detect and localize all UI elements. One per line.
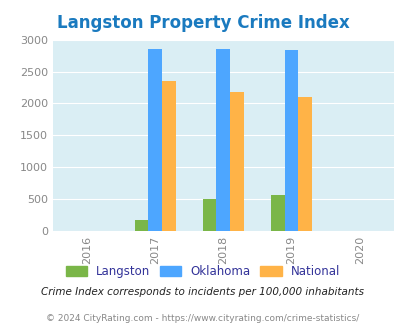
Bar xyxy=(284,50,298,231)
Bar xyxy=(202,199,216,231)
Text: Langston Property Crime Index: Langston Property Crime Index xyxy=(56,14,349,32)
Bar xyxy=(230,92,243,231)
Bar xyxy=(271,195,284,231)
Bar xyxy=(162,81,175,231)
Legend: Langston, Oklahoma, National: Langston, Oklahoma, National xyxy=(62,262,343,282)
Bar xyxy=(298,97,311,231)
Bar xyxy=(148,49,162,231)
Text: Crime Index corresponds to incidents per 100,000 inhabitants: Crime Index corresponds to incidents per… xyxy=(41,287,364,297)
Bar xyxy=(216,49,230,231)
Text: © 2024 CityRating.com - https://www.cityrating.com/crime-statistics/: © 2024 CityRating.com - https://www.city… xyxy=(46,314,359,323)
Bar xyxy=(134,220,148,231)
